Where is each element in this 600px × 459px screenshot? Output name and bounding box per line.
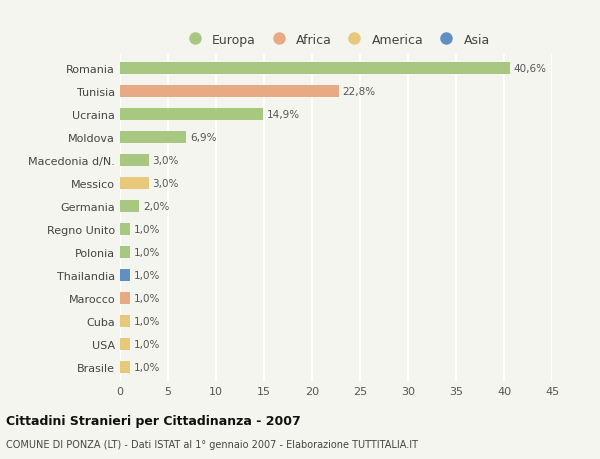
Text: 1,0%: 1,0% bbox=[133, 293, 160, 303]
Text: 40,6%: 40,6% bbox=[514, 64, 547, 74]
Bar bbox=[120, 200, 139, 213]
Legend: Europa, Africa, America, Asia: Europa, Africa, America, Asia bbox=[177, 29, 495, 52]
Text: 3,0%: 3,0% bbox=[152, 156, 179, 166]
Text: 1,0%: 1,0% bbox=[133, 224, 160, 235]
Text: 1,0%: 1,0% bbox=[133, 362, 160, 372]
Text: 1,0%: 1,0% bbox=[133, 339, 160, 349]
Text: 1,0%: 1,0% bbox=[133, 270, 160, 280]
Bar bbox=[120, 269, 130, 282]
Text: 1,0%: 1,0% bbox=[133, 247, 160, 257]
Text: COMUNE DI PONZA (LT) - Dati ISTAT al 1° gennaio 2007 - Elaborazione TUTTITALIA.I: COMUNE DI PONZA (LT) - Dati ISTAT al 1° … bbox=[6, 440, 418, 449]
Text: 6,9%: 6,9% bbox=[190, 133, 217, 143]
Bar bbox=[120, 62, 510, 75]
Bar bbox=[120, 315, 130, 328]
Bar bbox=[120, 361, 130, 374]
Text: 22,8%: 22,8% bbox=[343, 87, 376, 97]
Text: 1,0%: 1,0% bbox=[133, 316, 160, 326]
Text: 14,9%: 14,9% bbox=[267, 110, 300, 120]
Bar bbox=[120, 85, 339, 98]
Bar bbox=[120, 292, 130, 305]
Bar bbox=[120, 338, 130, 351]
Text: 2,0%: 2,0% bbox=[143, 202, 169, 212]
Bar bbox=[120, 246, 130, 259]
Bar bbox=[120, 177, 149, 190]
Bar bbox=[120, 154, 149, 167]
Text: Cittadini Stranieri per Cittadinanza - 2007: Cittadini Stranieri per Cittadinanza - 2… bbox=[6, 414, 301, 428]
Bar bbox=[120, 108, 263, 121]
Text: 3,0%: 3,0% bbox=[152, 179, 179, 189]
Bar bbox=[120, 131, 186, 144]
Bar bbox=[120, 223, 130, 236]
